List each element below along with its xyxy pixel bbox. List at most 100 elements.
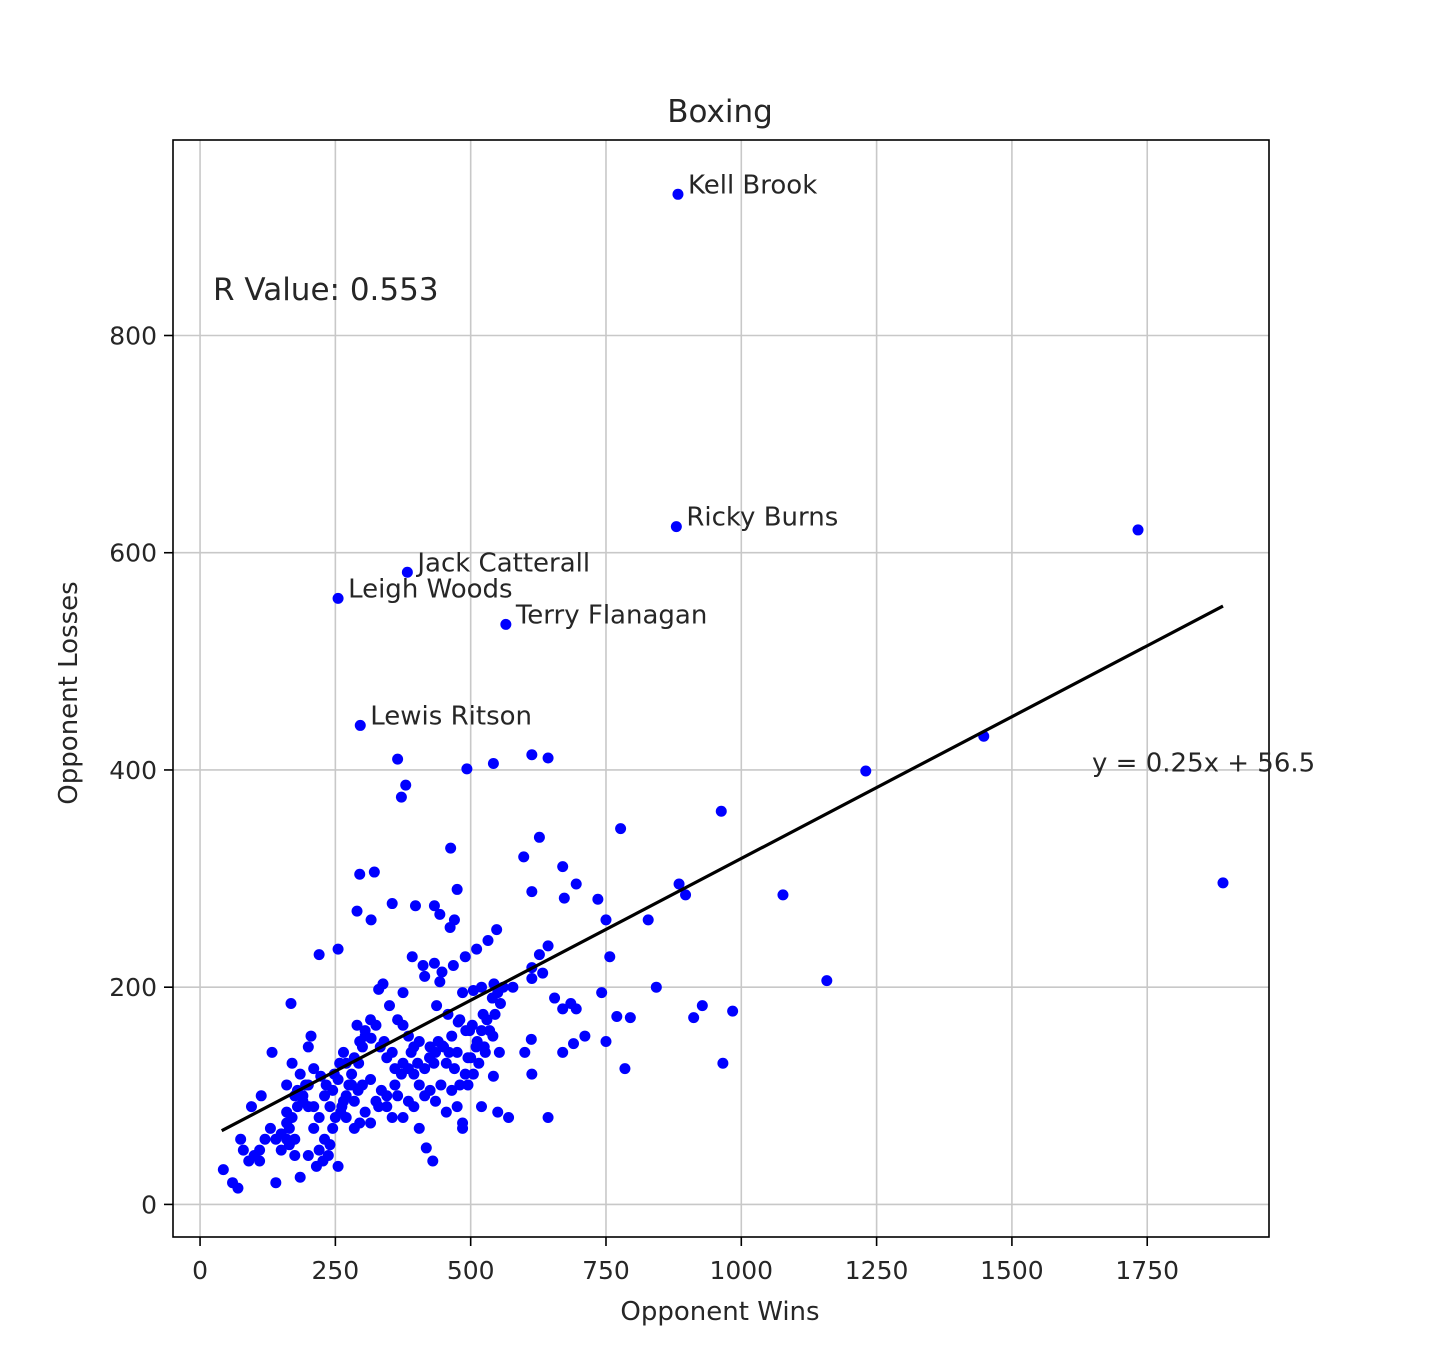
data-point [459, 951, 471, 963]
data-point [392, 1014, 404, 1026]
point-label: Terry Flanagan [515, 600, 707, 630]
data-point [519, 1046, 531, 1058]
data-point [237, 1144, 249, 1156]
data-point [389, 1063, 401, 1075]
data-point [596, 987, 608, 999]
axis-ticks: 0 250 500 750 1000 1250 1500 1750 0 200 400 600 800 [109, 322, 1179, 1285]
data-point [451, 1101, 463, 1113]
data-point [518, 851, 530, 863]
data-point [286, 1057, 298, 1069]
data-point [413, 1079, 425, 1091]
data-point [313, 1144, 325, 1156]
data-point [467, 1068, 479, 1080]
data-point [383, 1000, 395, 1012]
x-tick-label: 1250 [845, 1256, 909, 1285]
data-point [427, 1155, 439, 1167]
data-point [492, 1106, 504, 1118]
data-point [354, 1117, 366, 1129]
data-point [264, 1122, 276, 1134]
data-point [542, 1112, 554, 1124]
data-point [386, 1112, 398, 1124]
data-point [368, 866, 380, 878]
point-label: Kell Brook [688, 170, 817, 200]
x-tick-label: 250 [312, 1256, 360, 1285]
labeled-data-point [670, 521, 682, 533]
y-tick-label: 600 [109, 539, 157, 568]
data-point [254, 1155, 266, 1167]
data-point [340, 1112, 352, 1124]
data-point [447, 959, 459, 971]
data-point [717, 1057, 729, 1069]
data-point [446, 1084, 458, 1096]
data-point [484, 1025, 496, 1037]
point-label: Jack Catterall [415, 548, 590, 578]
labeled-data-point [354, 719, 366, 731]
data-point [557, 1003, 569, 1015]
data-point [619, 1063, 631, 1075]
data-point [332, 943, 344, 955]
data-points [217, 188, 1229, 1194]
y-axis-label: Opponent Losses [54, 581, 84, 804]
r-value-text: R Value: 0.553 [213, 272, 439, 308]
data-point [600, 914, 612, 926]
data-point [275, 1144, 287, 1156]
data-point [467, 984, 479, 996]
data-point [473, 1057, 485, 1069]
data-point [397, 987, 409, 999]
data-point [570, 878, 582, 890]
data-point [389, 1079, 401, 1091]
data-point [354, 1035, 366, 1047]
data-point [448, 1063, 460, 1075]
grid-lines [173, 140, 1269, 1237]
point-label: Leigh Woods [348, 574, 513, 604]
data-point [537, 967, 549, 979]
data-point [392, 753, 404, 765]
data-point [405, 1046, 417, 1058]
data-point [302, 1150, 314, 1162]
data-point [313, 949, 325, 961]
data-point [313, 1112, 325, 1124]
data-point [452, 1016, 464, 1028]
data-point [322, 1150, 334, 1162]
data-point [444, 921, 456, 933]
data-point [266, 1046, 278, 1058]
data-point [275, 1128, 287, 1140]
data-point [424, 1041, 436, 1053]
data-point [308, 1122, 320, 1134]
data-point [428, 1057, 440, 1069]
data-point [688, 1012, 700, 1024]
data-point [434, 908, 446, 920]
data-point [308, 1101, 320, 1113]
data-point [461, 763, 473, 775]
y-tick-label: 200 [109, 973, 157, 1002]
data-point [615, 823, 627, 835]
data-point [494, 997, 506, 1009]
data-point [319, 1133, 331, 1145]
data-point [245, 1101, 257, 1113]
data-point [381, 1090, 393, 1102]
data-point [860, 765, 872, 777]
data-point [419, 1063, 431, 1075]
data-point [476, 1025, 488, 1037]
data-point [696, 1000, 708, 1012]
data-point [570, 1003, 582, 1015]
data-point [526, 749, 538, 761]
y-tick-label: 0 [141, 1190, 157, 1219]
data-point [476, 1101, 488, 1113]
data-point [436, 966, 448, 978]
data-point [397, 1057, 409, 1069]
data-point [294, 1068, 306, 1080]
y-tick-label: 400 [109, 756, 157, 785]
data-point [489, 1008, 501, 1020]
data-point [435, 1079, 447, 1091]
data-point [487, 1070, 499, 1082]
x-axis-label: Opponent Wins [620, 1297, 819, 1327]
data-point [526, 886, 538, 898]
data-point [440, 1106, 452, 1118]
data-point [365, 1117, 377, 1129]
point-labels: Kell Brook Ricky Burns Jack CatterallLeigh… [348, 170, 838, 731]
data-point [381, 1101, 393, 1113]
data-point [451, 883, 463, 895]
x-tick-label: 1500 [980, 1256, 1044, 1285]
